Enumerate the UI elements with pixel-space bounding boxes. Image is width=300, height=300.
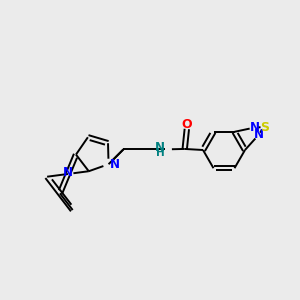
Text: N: N	[254, 128, 264, 141]
Text: N: N	[110, 158, 120, 171]
Text: N: N	[154, 141, 164, 154]
Text: S: S	[260, 121, 269, 134]
Text: H: H	[156, 148, 164, 158]
Text: N: N	[250, 121, 260, 134]
Text: O: O	[182, 118, 192, 130]
Text: N: N	[63, 167, 73, 179]
